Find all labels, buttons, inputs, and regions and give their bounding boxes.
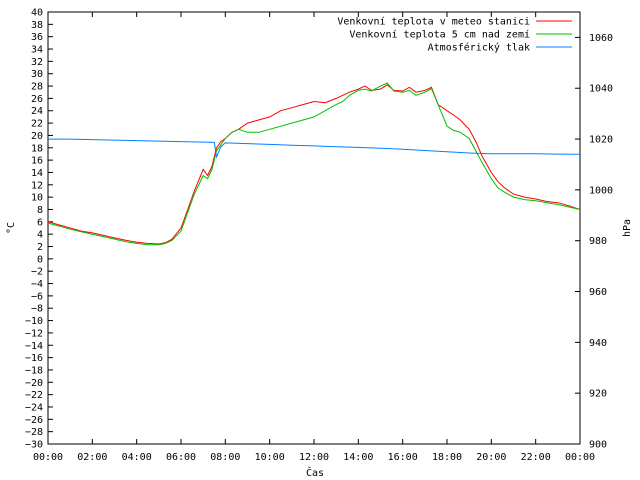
y-left-tick-label: 14	[31, 168, 43, 179]
y-left-tick-label: −26	[25, 415, 43, 426]
x-tick-label: 16:00	[388, 452, 418, 463]
y-left-tick-label: 12	[31, 180, 43, 191]
plot-frame	[47, 11, 581, 445]
x-tick-label: 12:00	[299, 452, 329, 463]
x-axis-ticks: 00:00 02:00 04:00 06:00 08:00 10:00 12:00 14:00…	[33, 12, 595, 463]
y-left-tick-label: 4	[37, 230, 43, 241]
y-right-axis-label: hPa	[622, 219, 633, 237]
x-tick-label: 22:00	[521, 452, 551, 463]
y-left-tick-label: 10	[31, 193, 43, 204]
x-tick-label: 04:00	[122, 452, 152, 463]
x-tick-label: 14:00	[343, 452, 373, 463]
y-left-tick-label: −12	[25, 328, 43, 339]
legend-label-3: Atmosférický tlak	[428, 42, 530, 54]
y-right-tick-label: 960	[589, 287, 607, 298]
y-right-tick-label: 940	[589, 338, 607, 349]
x-tick-label: 02:00	[77, 452, 107, 463]
x-tick-label: 00:00	[33, 452, 63, 463]
series-line-1	[47, 84, 581, 245]
x-tick-label: 18:00	[432, 452, 462, 463]
legend: Venkovní teplota v meteo staniciVenkovní…	[337, 16, 572, 54]
y-left-tick-label: 26	[31, 94, 43, 105]
y-left-tick-label: 30	[31, 69, 43, 80]
y-left-tick-label: 28	[31, 82, 43, 93]
y-left-tick-label: 0	[37, 254, 43, 265]
y-left-axis-ticks: 4038363432302826242220181614121086420−2−…	[25, 8, 53, 451]
x-axis-label: Čas	[306, 466, 324, 479]
y-right-tick-label: 980	[589, 236, 607, 247]
y-left-tick-label: 6	[37, 217, 43, 228]
y-left-tick-label: −16	[25, 353, 43, 364]
y-right-tick-label: 1040	[589, 84, 613, 95]
series-group	[47, 82, 581, 246]
y-left-tick-label: −10	[25, 316, 43, 327]
series-line-2	[47, 82, 581, 246]
y-left-tick-label: −18	[25, 365, 43, 376]
x-tick-label: 20:00	[476, 452, 506, 463]
y-left-tick-label: −30	[25, 440, 43, 451]
y-left-tick-label: 40	[31, 8, 43, 19]
legend-label-2: Venkovní teplota 5 cm nad zemí	[349, 29, 530, 41]
series-line-3	[48, 138, 581, 159]
y-left-tick-label: −6	[31, 291, 43, 302]
y-right-tick-label: 1020	[589, 135, 613, 146]
y-left-tick-label: −8	[31, 304, 43, 315]
y-left-tick-label: 2	[37, 242, 43, 253]
y-left-tick-label: 24	[31, 106, 43, 117]
x-tick-label: 10:00	[255, 452, 285, 463]
plot-border	[47, 11, 581, 445]
y-left-tick-label: 32	[31, 57, 43, 68]
x-tick-label: 08:00	[210, 452, 240, 463]
x-tick-label: 00:00	[565, 452, 595, 463]
y-right-tick-label: 920	[589, 389, 607, 400]
y-left-tick-label: −28	[25, 427, 43, 438]
y-right-axis-ticks: 1060 1040 1020 1000 980 960 940 920 900	[575, 33, 613, 451]
y-left-tick-label: 8	[37, 205, 43, 216]
y-left-tick-label: −24	[25, 402, 43, 413]
y-left-tick-label: 20	[31, 131, 43, 142]
y-left-tick-label: −2	[31, 267, 43, 278]
y-left-tick-label: −22	[25, 390, 43, 401]
x-tick-label: 06:00	[166, 452, 196, 463]
y-left-tick-label: 16	[31, 156, 43, 167]
y-left-tick-label: 36	[31, 32, 43, 43]
y-right-tick-label: 1060	[589, 33, 613, 44]
y-left-tick-label: −4	[31, 279, 43, 290]
y-left-axis-label: °C	[6, 222, 17, 234]
y-left-tick-label: −20	[25, 378, 43, 389]
y-left-tick-label: 18	[31, 143, 43, 154]
y-left-tick-label: 38	[31, 20, 43, 31]
y-right-tick-label: 1000	[589, 185, 613, 196]
legend-label-1: Venkovní teplota v meteo stanici	[337, 16, 530, 28]
y-left-tick-label: −14	[25, 341, 43, 352]
y-right-tick-label: 900	[589, 440, 607, 451]
y-left-tick-label: 34	[31, 45, 43, 56]
y-left-tick-label: 22	[31, 119, 43, 130]
